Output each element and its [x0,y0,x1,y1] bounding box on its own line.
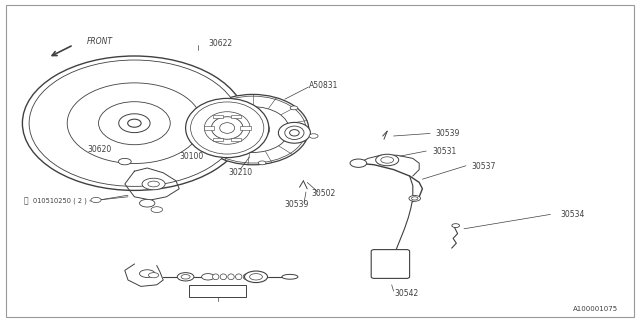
Ellipse shape [191,102,264,154]
Circle shape [412,197,418,200]
Circle shape [151,207,163,212]
Ellipse shape [212,274,219,280]
Text: 30539: 30539 [284,200,308,209]
Ellipse shape [204,112,250,144]
Text: 30502: 30502 [311,189,335,198]
Circle shape [148,181,159,187]
Text: Ⓑ: Ⓑ [23,196,28,205]
Ellipse shape [99,102,170,145]
Circle shape [409,196,420,201]
Bar [241,126,251,130]
Text: 30622: 30622 [209,39,233,48]
Text: 30210: 30210 [228,168,252,177]
Ellipse shape [228,274,234,280]
Ellipse shape [67,83,202,164]
Text: 30542: 30542 [394,289,419,298]
Circle shape [244,271,268,283]
Text: 010510250 ( 2 ): 010510250 ( 2 ) [33,198,87,204]
Text: 30531: 30531 [433,148,457,156]
Text: 30539: 30539 [436,129,460,138]
Text: 30534: 30534 [561,210,585,219]
Circle shape [140,270,155,277]
Text: 30537: 30537 [471,162,495,171]
Ellipse shape [211,117,243,139]
Circle shape [198,116,206,120]
Bar [231,115,241,118]
Circle shape [381,157,394,163]
Ellipse shape [22,56,246,190]
Ellipse shape [186,99,269,158]
Ellipse shape [220,274,227,280]
Ellipse shape [216,107,289,153]
Text: 30100: 30100 [180,152,204,161]
Ellipse shape [243,274,250,280]
Circle shape [140,199,155,207]
Bar [213,138,223,141]
Bar [213,115,223,118]
Text: A50831: A50831 [308,81,338,90]
Circle shape [350,159,367,167]
Ellipse shape [236,274,242,280]
Circle shape [118,158,131,165]
Circle shape [202,274,214,280]
Text: FRONT: FRONT [86,37,113,46]
Ellipse shape [278,122,310,143]
Circle shape [91,197,101,203]
Circle shape [290,106,298,110]
Circle shape [376,154,399,166]
Circle shape [148,273,159,278]
Ellipse shape [29,60,240,186]
Circle shape [142,178,165,190]
Ellipse shape [236,119,269,140]
Bar [189,285,246,297]
Text: A100001075: A100001075 [572,306,618,312]
Ellipse shape [220,123,235,133]
Ellipse shape [290,130,300,136]
Circle shape [177,273,194,281]
Ellipse shape [200,96,306,163]
Circle shape [309,134,318,138]
Ellipse shape [197,94,309,165]
Ellipse shape [243,123,263,136]
Ellipse shape [282,274,298,279]
Circle shape [181,275,190,279]
Bar [231,138,241,141]
Circle shape [250,274,262,280]
Ellipse shape [128,119,141,127]
Circle shape [452,224,460,228]
Circle shape [259,161,266,165]
Ellipse shape [119,114,150,132]
Text: 30620: 30620 [87,145,111,154]
FancyBboxPatch shape [371,250,410,278]
Bar [204,126,214,130]
Ellipse shape [285,126,304,140]
